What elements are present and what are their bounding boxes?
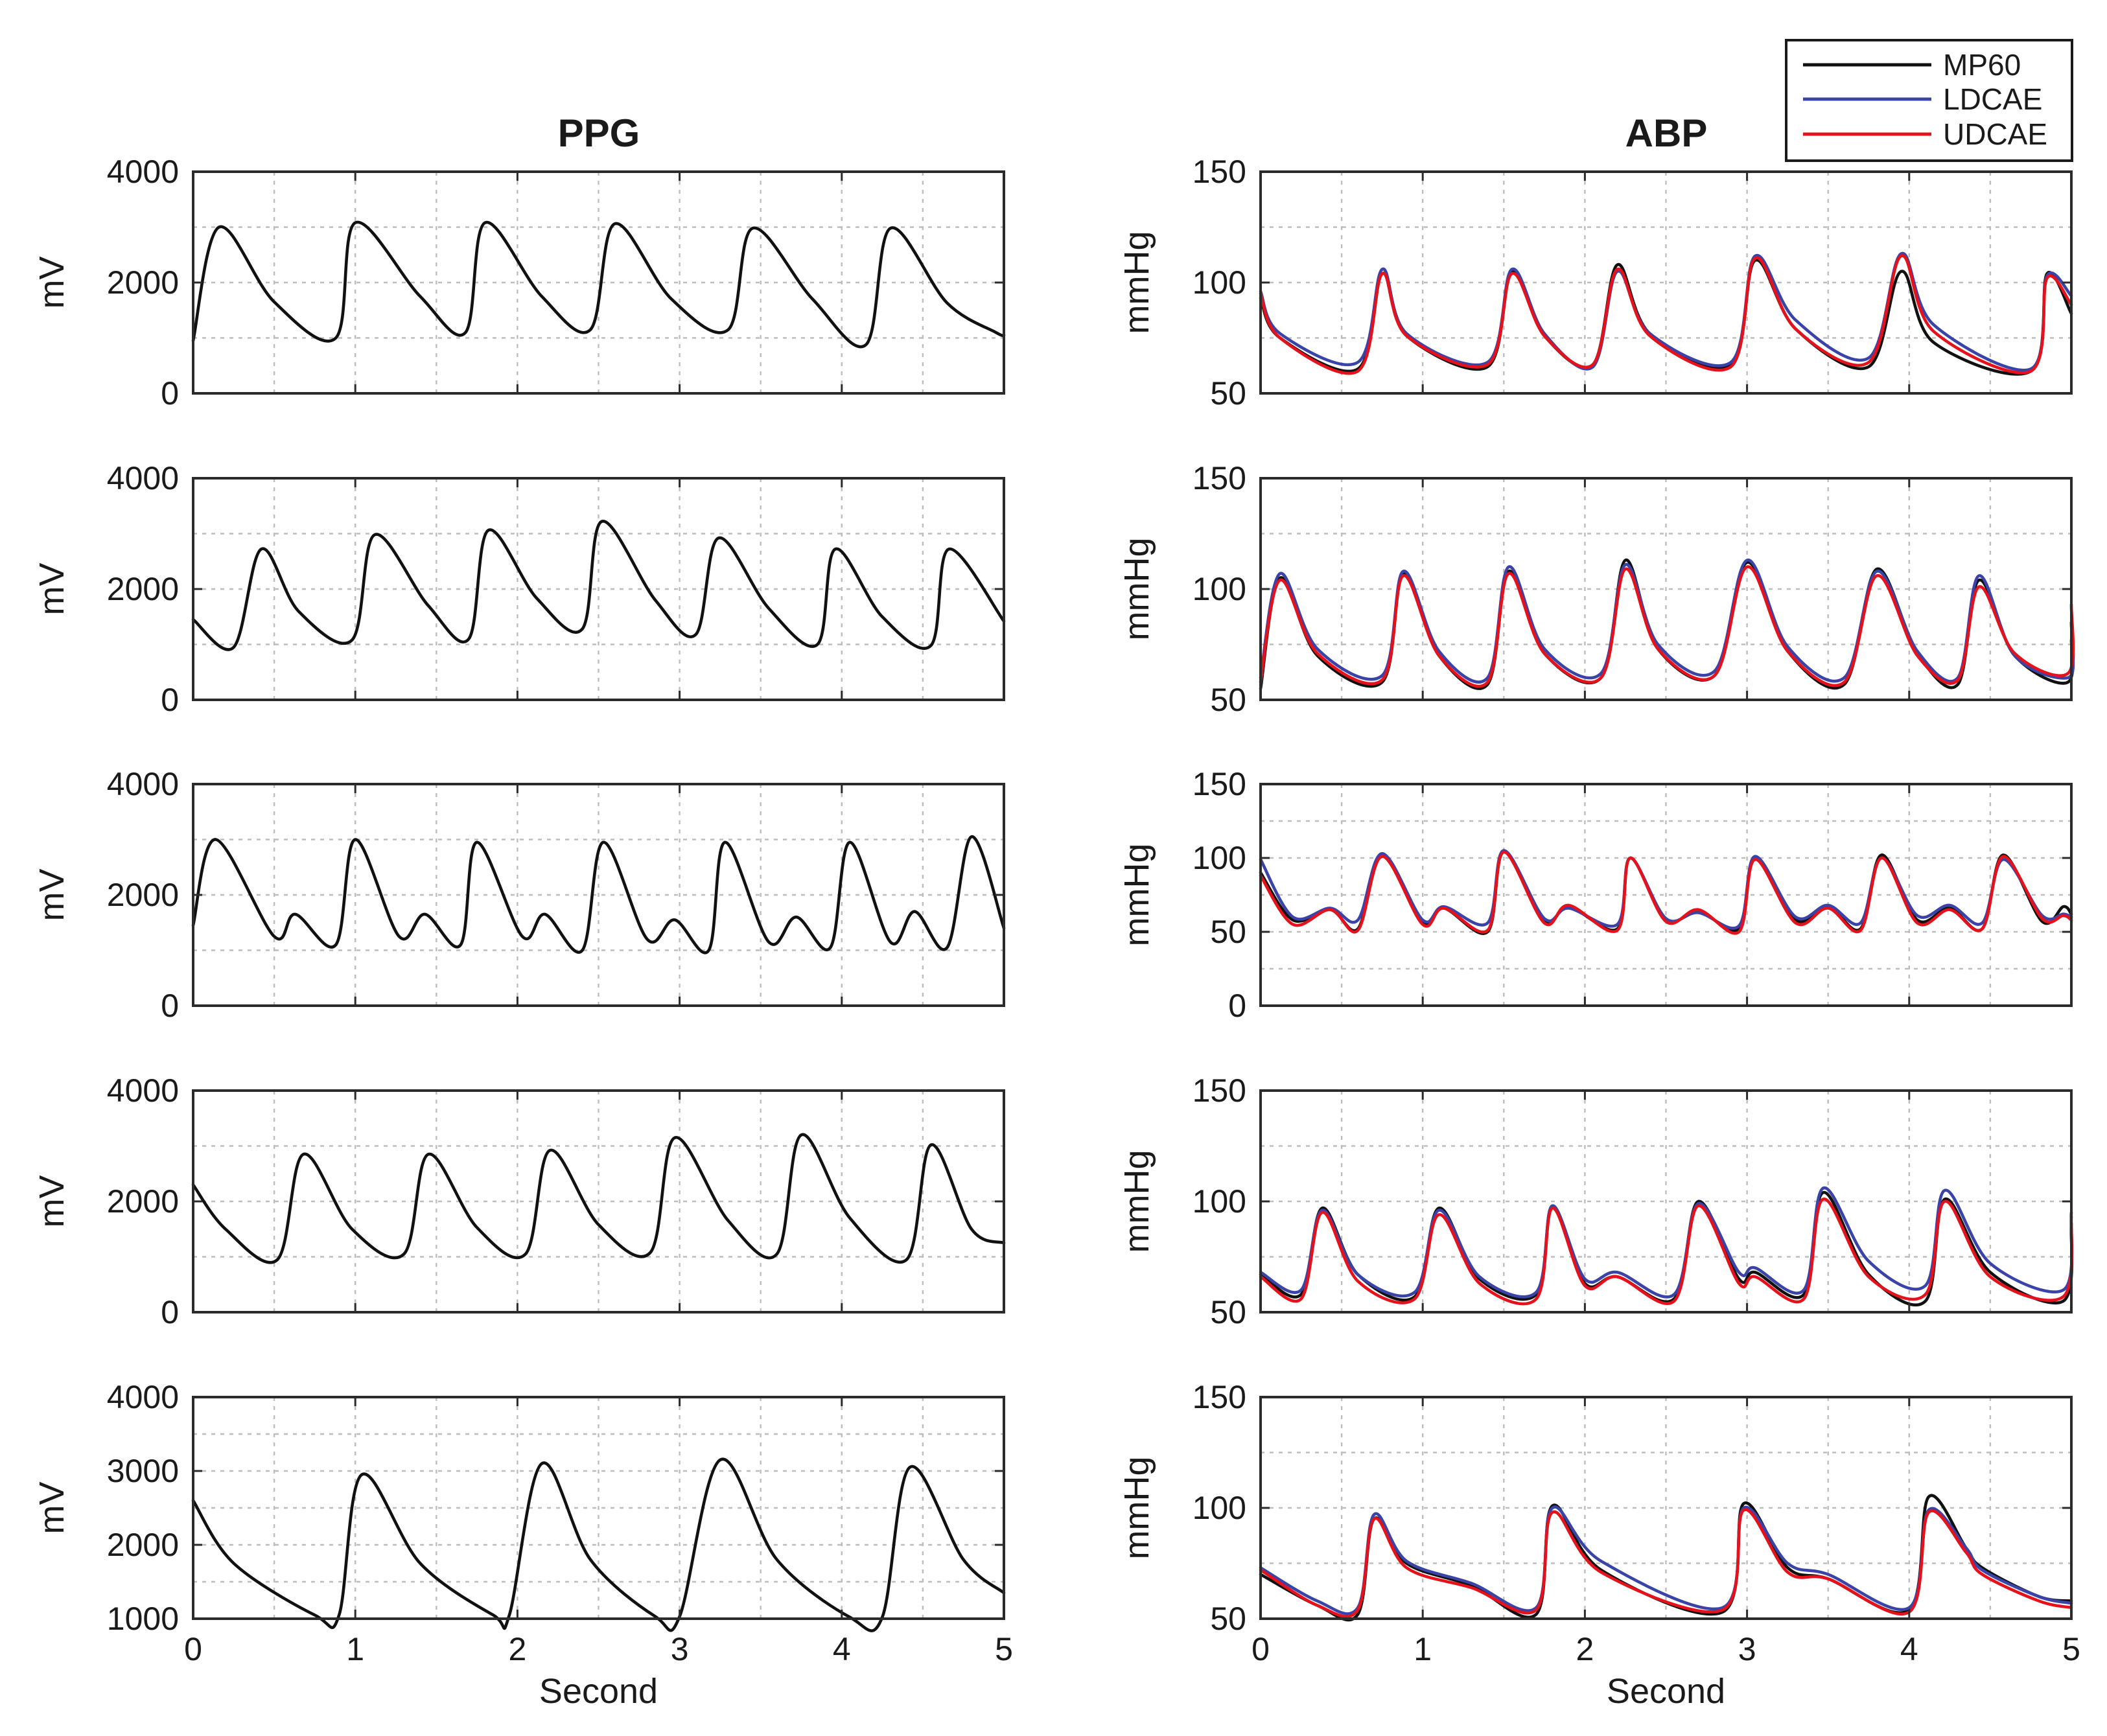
ppg-5-x-tick-label: 2: [508, 1631, 526, 1667]
ppg-2-plot: 0 2000 4000 mV: [32, 460, 1006, 718]
abp-2-y-tick-label: 50: [1210, 682, 1246, 718]
abp-1-y-tick-label: 50: [1210, 375, 1246, 411]
abp-2-y-tick-label: 100: [1193, 571, 1246, 607]
abp-1-y-tick-label: 100: [1193, 264, 1246, 301]
abp-1-y-tick-label: 150: [1193, 154, 1246, 190]
legend-label-ldcae: LDCAE: [1943, 82, 2042, 116]
abp-4-plot: 50 100 150 mmHg: [1117, 1072, 2074, 1330]
abp-3-y-tick-label: 100: [1193, 840, 1246, 876]
ppg-3-series-ppg-line: [191, 835, 1006, 955]
abp-5-plot: 50 100 150 0 1 2 3 4 5 mmHg Second: [1117, 1379, 2080, 1711]
ppg-5-x-tick-label: 5: [995, 1631, 1013, 1667]
ppg-2-y-tick-label: 0: [161, 682, 179, 718]
abp-5-series-ldcae-line: [1259, 1505, 2073, 1615]
ppg-5-plot: 1000 2000 3000 4000 0 1 2 3 4 5 mV Second: [32, 1379, 1013, 1711]
ppg-5-x-tick-label: 4: [833, 1631, 851, 1667]
abp-2-series-udcae-line: [1259, 565, 2075, 688]
ppg-4-plot: 0 2000 4000 mV: [32, 1072, 1006, 1330]
ppg-2-y-axis-label: mV: [32, 563, 71, 616]
abp-5-x-tick-label: 1: [1414, 1631, 1432, 1667]
ppg-5-x-tick-label: 1: [346, 1631, 364, 1667]
ppg-5-y-tick-label: 3000: [107, 1453, 179, 1489]
ppg-3-y-tick-label: 0: [161, 988, 179, 1024]
abp-column-title: ABP: [1625, 111, 1708, 155]
ppg-1-y-tick-label: 4000: [107, 154, 179, 190]
ppg-2-series-ppg-line: [191, 520, 1006, 651]
abp-4-y-tick-label: 100: [1193, 1183, 1246, 1220]
abp-2-plot: 50 100 150 mmHg: [1117, 460, 2075, 718]
abp-4-series-udcae-line: [1259, 1198, 2074, 1306]
abp-5-series-udcae-line: [1259, 1508, 2073, 1618]
ppg-3-y-tick-label: 4000: [107, 766, 179, 802]
abp-1-plot: 50 100 150 mmHg: [1117, 154, 2073, 411]
legend-label-mp60: MP60: [1943, 48, 2021, 82]
abp-4-y-tick-label: 150: [1193, 1072, 1246, 1109]
ppg-1-plot: 0 2000 4000 mV: [32, 154, 1006, 411]
abp-3-y-tick-label: 50: [1210, 914, 1246, 950]
abp-5-y-tick-label: 50: [1210, 1601, 1246, 1637]
abp-5-x-tick-label: 2: [1576, 1631, 1594, 1667]
ppg-2-y-tick-label: 2000: [107, 571, 179, 607]
ppg-3-y-axis-label: mV: [32, 869, 71, 921]
abp-5-y-tick-label: 100: [1193, 1490, 1246, 1526]
legend: MP60 LDCAE UDCAE: [1785, 39, 2073, 162]
abp-3-axes-frame: [1259, 783, 2073, 1007]
ppg-1-y-axis-label: mV: [32, 257, 71, 309]
ppg-column-title: PPG: [558, 111, 640, 155]
ppg-2-y-tick-label: 4000: [107, 460, 179, 496]
abp-4-y-tick-label: 50: [1210, 1294, 1246, 1330]
ppg-4-y-tick-label: 2000: [107, 1183, 179, 1220]
abp-1-y-axis-label: mmHg: [1117, 231, 1156, 334]
ppg-3-y-tick-label: 2000: [107, 877, 179, 913]
abp-3-y-tick-label: 0: [1228, 988, 1246, 1024]
ppg-4-y-tick-label: 4000: [107, 1072, 179, 1109]
ppg-3-plot: 0 2000 4000 mV: [32, 766, 1006, 1024]
abp-5-y-axis-label: mmHg: [1117, 1457, 1156, 1560]
legend-label-udcae: UDCAE: [1943, 117, 2047, 151]
ppg-5-y-tick-label: 4000: [107, 1379, 179, 1415]
ppg-1-y-tick-label: 2000: [107, 264, 179, 301]
ppg-1-series-ppg-line: [191, 220, 1006, 349]
ppg-4-y-tick-label: 0: [161, 1294, 179, 1330]
ppg-4-series-ppg-line: [191, 1133, 1006, 1264]
abp-5-y-tick-label: 150: [1193, 1379, 1246, 1415]
ppg-5-x-tick-label: 3: [671, 1631, 689, 1667]
ppg-5-y-tick-label: 1000: [107, 1601, 179, 1637]
abp-2-y-axis-label: mmHg: [1117, 538, 1156, 641]
abp-5-x-tick-label: 4: [1900, 1631, 1918, 1667]
ppg-5-series-ppg-line: [191, 1457, 1006, 1632]
ppg-4-y-axis-label: mV: [32, 1175, 71, 1228]
abp-5-x-tick-label: 0: [1251, 1631, 1270, 1667]
abp-3-plot: 0 50 100 150 mmHg: [1117, 766, 2073, 1024]
abp-5-x-tick-label: 3: [1738, 1631, 1756, 1667]
abp-2-y-tick-label: 150: [1193, 460, 1246, 496]
abp-1-series-udcae-line: [1259, 254, 2073, 375]
abp-3-series-udcae-line: [1259, 850, 2073, 935]
abp-5-x-axis-label: Second: [1607, 1672, 1725, 1711]
abp-3-y-axis-label: mmHg: [1117, 844, 1156, 947]
ppg-1-y-tick-label: 0: [161, 375, 179, 411]
abp-3-y-tick-label: 150: [1193, 766, 1246, 802]
ppg-5-y-axis-label: mV: [32, 1482, 71, 1534]
abp-4-y-axis-label: mmHg: [1117, 1150, 1156, 1253]
ppg-5-axes-frame: [192, 1396, 1005, 1620]
abp-5-x-tick-label: 5: [2062, 1631, 2080, 1667]
subplot-grid: 020004000mV50100150mmHg020004000mV501001…: [32, 154, 2080, 1711]
ppg-5-y-tick-label: 2000: [107, 1527, 179, 1563]
ppg-5-x-tick-label: 0: [184, 1631, 202, 1667]
ppg-5-x-axis-label: Second: [539, 1672, 658, 1711]
